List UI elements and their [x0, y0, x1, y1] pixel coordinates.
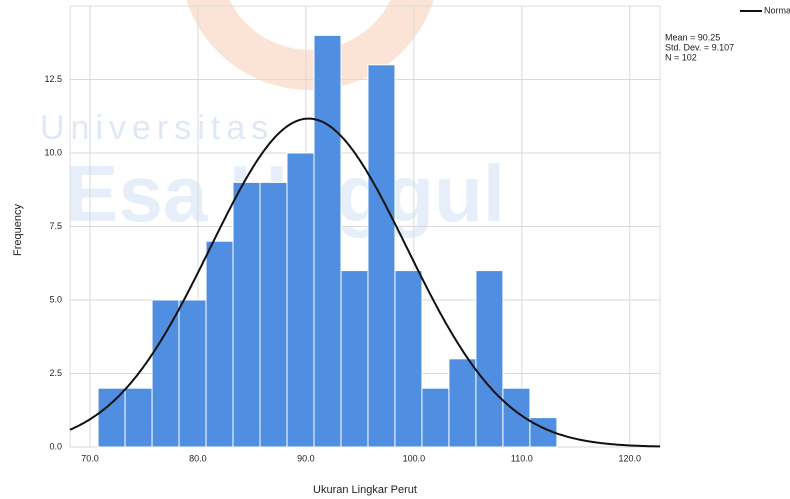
- y-axis-label: Frequency: [12, 204, 24, 256]
- legend-stat: Mean = 90.25: [665, 32, 720, 42]
- x-tick-label: 80.0: [189, 453, 207, 463]
- x-tick-label: 90.0: [297, 453, 315, 463]
- x-tick-label: 70.0: [81, 453, 99, 463]
- bar: [124, 387, 153, 448]
- y-tick-label: 5.0: [49, 294, 62, 304]
- bar: [259, 181, 288, 448]
- bar: [151, 299, 180, 448]
- legend-label: Normal: [764, 5, 790, 15]
- y-tick-label: 12.5: [44, 74, 62, 84]
- y-tick-label: 2.5: [49, 368, 62, 378]
- bar: [205, 240, 234, 448]
- x-tick-label: 120.0: [619, 453, 642, 463]
- y-tick-label: 10.0: [44, 147, 62, 157]
- bar: [286, 152, 315, 448]
- x-tick-label: 100.0: [403, 453, 426, 463]
- y-tick-label: 7.5: [49, 221, 62, 231]
- bar: [97, 387, 126, 448]
- x-tick-label: 110.0: [511, 453, 533, 463]
- bar: [367, 64, 396, 448]
- bar: [421, 387, 450, 448]
- bar: [448, 358, 477, 448]
- normal-curve: [69, 117, 660, 448]
- bar: [178, 299, 207, 448]
- bar: [475, 270, 504, 448]
- bar: [340, 270, 369, 448]
- legend-stat: Std. Dev. = 9.107: [665, 42, 734, 52]
- y-tick-label: 0.0: [49, 441, 62, 451]
- legend-stat: N = 102: [665, 52, 697, 62]
- bar: [394, 270, 423, 448]
- watermark-logo: [186, 0, 434, 90]
- watermark: Universitas: [40, 109, 274, 147]
- x-axis-label: Ukuran Lingkar Perut: [313, 484, 417, 496]
- bar: [232, 181, 261, 448]
- bar: [313, 34, 342, 448]
